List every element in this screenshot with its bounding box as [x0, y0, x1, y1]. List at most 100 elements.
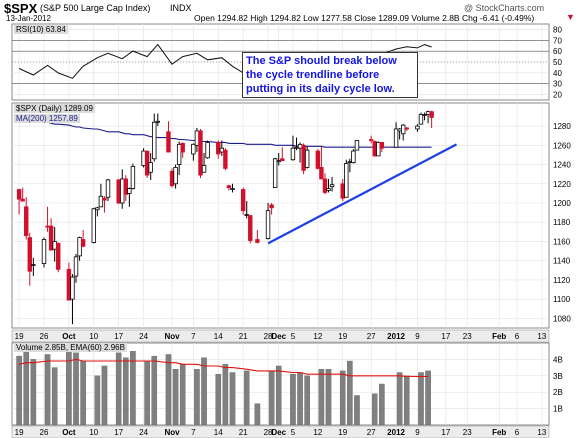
candle-body: [152, 121, 157, 160]
price-tick-label: 1280: [553, 122, 571, 131]
volume-bar: [172, 369, 179, 426]
rsi-tick-label: 20: [553, 91, 562, 100]
volume-bar: [51, 367, 58, 426]
candle-body: [116, 179, 121, 204]
rsi-tick-label: 40: [553, 69, 562, 78]
volume-bar: [371, 393, 378, 426]
trendline: [267, 143, 458, 245]
candle-body: [205, 142, 210, 159]
candle-body: [176, 143, 182, 165]
candle-body: [120, 178, 125, 204]
volume-bar: [179, 364, 186, 426]
volume-bar: [123, 357, 129, 426]
x-tick-label: 12: [313, 332, 322, 341]
candle-body: [148, 162, 153, 173]
candle-body: [265, 210, 271, 239]
price-tick-label: 1220: [553, 180, 571, 189]
volume-bar: [325, 369, 332, 426]
price-tick-label: 1120: [553, 276, 571, 285]
candle-body: [301, 144, 306, 171]
volume-tick-label: 1B: [553, 405, 563, 414]
candle-body: [326, 188, 331, 191]
volume-bar: [290, 373, 296, 426]
volume-bar: [297, 372, 303, 426]
volume-bar: [418, 372, 424, 426]
candle-body: [230, 188, 235, 190]
rsi-tick-label: 80: [553, 25, 562, 34]
candle-body: [322, 178, 328, 193]
volume-tick-label: 2B: [553, 388, 563, 397]
candle-body: [16, 189, 22, 200]
candle-body: [105, 179, 111, 198]
candle-body: [77, 237, 82, 257]
rsi-tick-label: 60: [553, 47, 562, 56]
candle-body: [400, 124, 406, 135]
candle-body: [425, 111, 431, 115]
candle-body: [73, 256, 79, 277]
x-tick-label: 17: [441, 332, 450, 341]
x-tick-label: 19: [15, 332, 24, 341]
candle-body: [372, 141, 377, 157]
x-tick-label: 6: [515, 332, 520, 341]
x-tick-label: 14: [214, 428, 223, 437]
candle-body: [248, 215, 253, 241]
candle-body: [66, 268, 72, 301]
candle-body: [169, 170, 175, 187]
x-tick-label: 13: [537, 428, 546, 437]
volume-bar: [318, 369, 325, 426]
candle-body: [240, 189, 246, 212]
volume-bar: [254, 403, 261, 426]
candle-body: [80, 239, 86, 247]
candle-body: [24, 206, 29, 237]
candle-body: [272, 158, 278, 189]
x-tick-label: Feb: [492, 332, 506, 341]
rsi-tick-label: 50: [553, 58, 562, 67]
x-tick-label: 5: [291, 332, 296, 341]
candle-body: [219, 147, 225, 153]
watermark: @ StockCharts.com: [464, 3, 545, 13]
candle-body: [27, 237, 32, 272]
x-tick-label: 21: [239, 428, 248, 437]
candle-body: [31, 264, 36, 266]
candle-body: [429, 111, 434, 118]
price-label: $SPX (Daily) 1289.09: [14, 104, 95, 113]
x-tick-label: 10: [89, 332, 98, 341]
candle-body: [280, 158, 285, 162]
x-tick-label: 26: [40, 332, 49, 341]
candle-body: [290, 147, 296, 161]
volume-bar: [396, 372, 403, 426]
volume-bar: [73, 352, 79, 426]
price-tick-label: 1140: [553, 257, 571, 266]
x-tick-label: 9: [415, 428, 420, 437]
x-tick-label: 26: [40, 428, 49, 437]
candle-body: [276, 160, 281, 163]
candle-body: [319, 167, 324, 180]
volume-bar: [201, 357, 207, 426]
volume-bar: [243, 370, 250, 426]
volume-bar: [144, 360, 150, 426]
candle-body: [144, 150, 150, 176]
x-tick-label: 24: [139, 332, 148, 341]
x-tick-label: 19: [338, 332, 347, 341]
x-tick-label: 5: [291, 428, 296, 437]
candle-body: [52, 241, 57, 250]
volume-tick-label: 4B: [553, 355, 563, 364]
candle-body: [368, 139, 374, 141]
price-tick-label: 1260: [553, 141, 571, 150]
x-tick-label: 9: [415, 332, 420, 341]
candle-body: [422, 114, 427, 116]
candle-body: [130, 166, 136, 189]
x-tick-label: 17: [441, 428, 450, 437]
x-tick-label: 27: [367, 332, 376, 341]
candle-body: [354, 140, 360, 151]
x-tick-label: Nov: [164, 332, 180, 341]
x-tick-label: Oct: [62, 428, 76, 437]
x-tick-label: 10: [89, 428, 98, 437]
price-tick-label: 1080: [553, 314, 571, 323]
candle-body: [255, 239, 260, 243]
rsi-tick-label: 30: [553, 80, 562, 89]
volume-ema-line: [18, 358, 429, 378]
x-tick-label: Dec: [271, 332, 286, 341]
candle-body: [315, 150, 321, 169]
